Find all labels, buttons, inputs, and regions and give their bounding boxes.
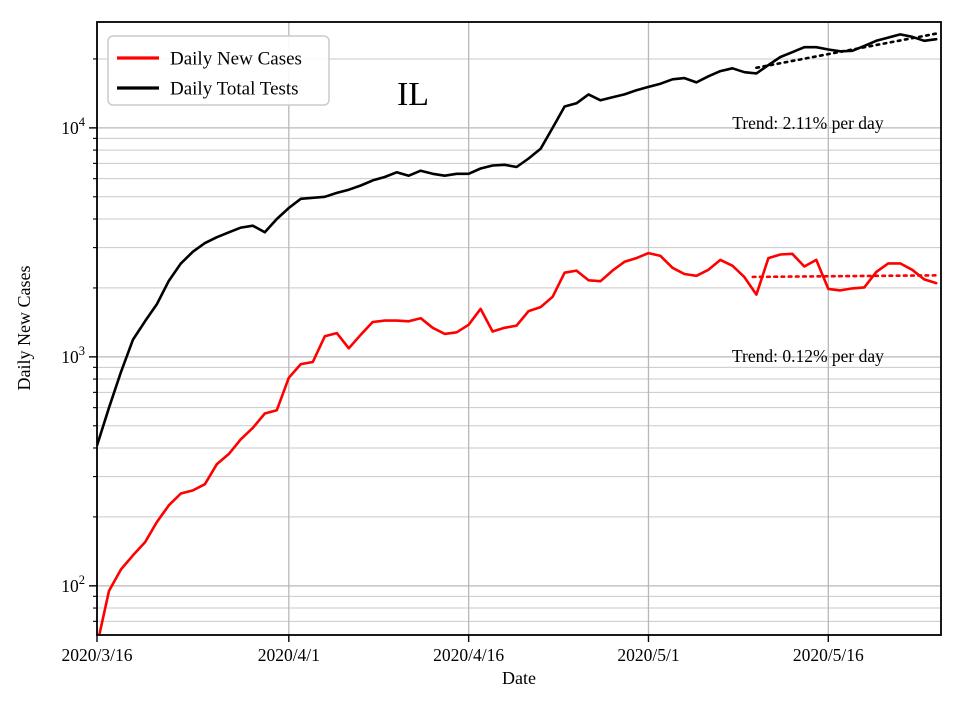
legend-box bbox=[107, 35, 330, 106]
x-tick-label: 2020/5/1 bbox=[617, 645, 679, 665]
x-axis-label: Date bbox=[502, 668, 536, 688]
y-tick-label: 103 bbox=[61, 344, 85, 367]
trend-line-ff0000 bbox=[751, 274, 938, 279]
plot-area bbox=[97, 22, 941, 635]
x-tick-label: 2020/4/16 bbox=[433, 645, 504, 665]
x-tick-label: 2020/5/16 bbox=[793, 645, 864, 665]
y-tick-label: 102 bbox=[61, 573, 85, 596]
legend-label: Daily Total Tests bbox=[170, 79, 299, 100]
trend-line-000000 bbox=[755, 32, 938, 70]
y-tick-label: 104 bbox=[61, 115, 86, 138]
trend-annotation: Trend: 2.11% per day bbox=[732, 113, 884, 133]
chart-title: IL bbox=[397, 76, 429, 113]
x-tick-label: 2020/3/16 bbox=[62, 645, 133, 665]
series-line-daily-total-tests bbox=[97, 33, 938, 447]
x-tick-label: 2020/4/1 bbox=[258, 645, 320, 665]
trend-annotation: Trend: 0.12% per day bbox=[732, 346, 884, 366]
axes-frame bbox=[96, 21, 942, 636]
series-group bbox=[97, 32, 938, 635]
y-axis-label: Daily New Cases bbox=[14, 266, 34, 391]
series-line-daily-new-cases bbox=[97, 251, 938, 635]
legend-label: Daily New Cases bbox=[170, 49, 302, 70]
legend: Daily New Cases Daily Total Tests bbox=[107, 35, 330, 106]
